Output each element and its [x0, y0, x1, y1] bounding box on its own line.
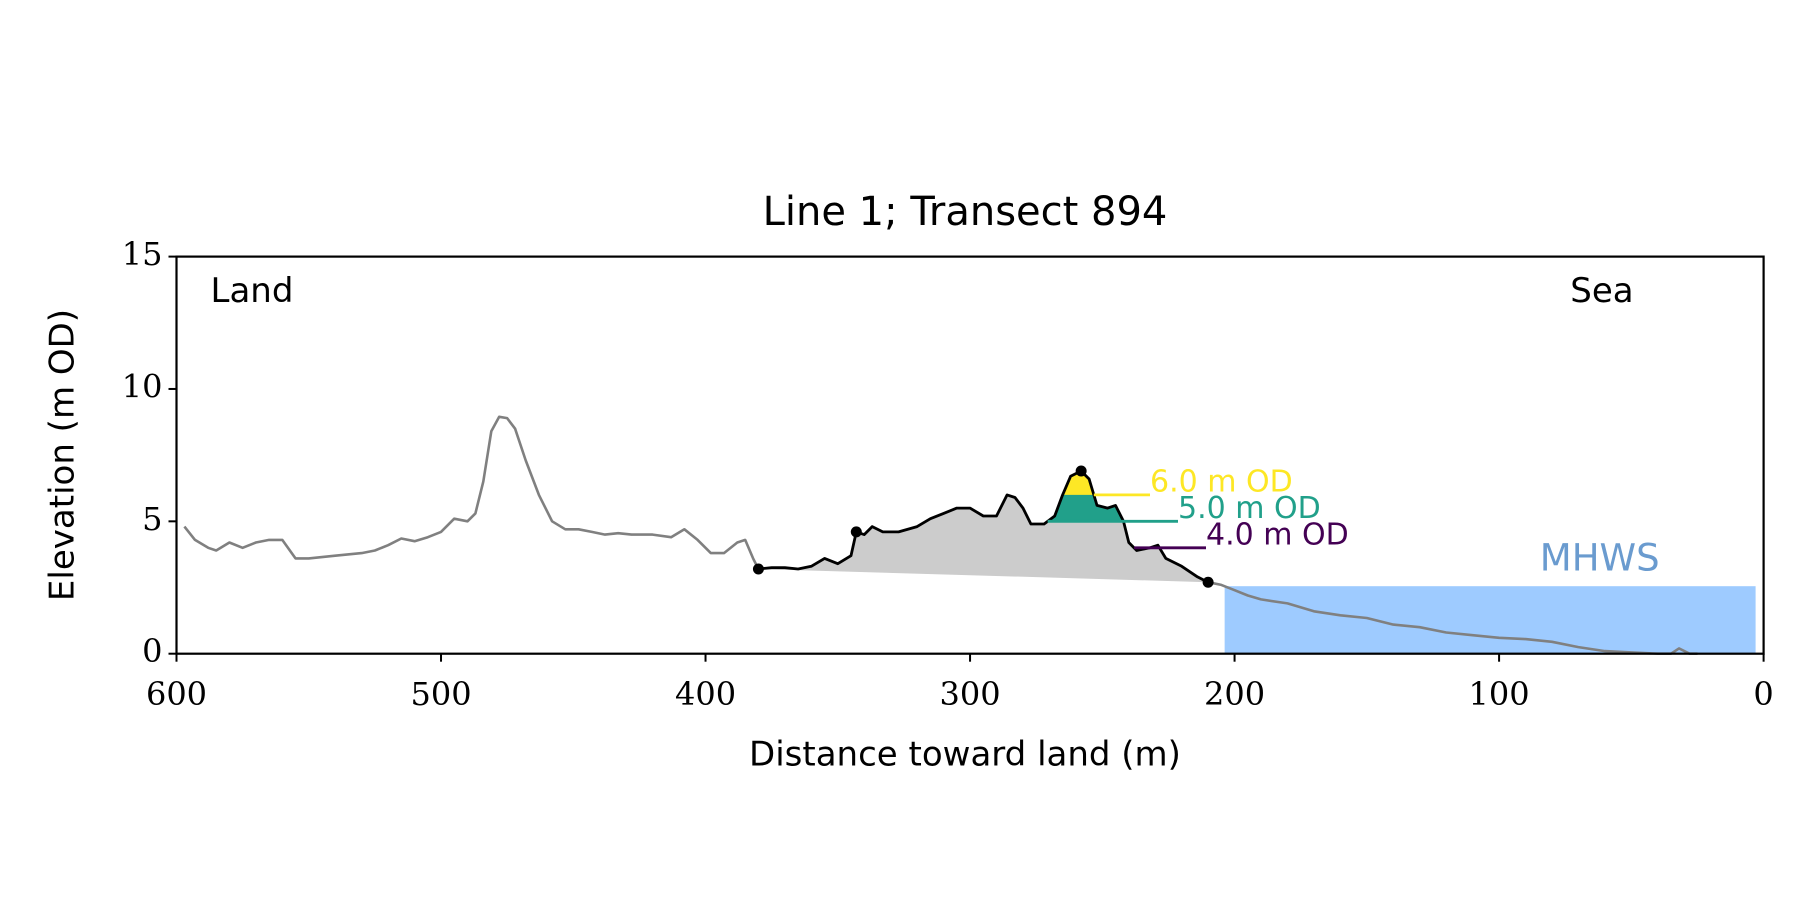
mhws-label: MHWS: [1540, 537, 1660, 580]
x-tick-label: 200: [1204, 675, 1265, 713]
mhws-water: [1224, 586, 1756, 654]
marker: [752, 563, 764, 575]
sea-label: Sea: [1570, 271, 1633, 311]
y-tick-label: 15: [122, 235, 163, 273]
marker: [850, 526, 862, 538]
dune-area: [758, 471, 1209, 583]
level-fill: [1047, 471, 1124, 522]
x-tick-label: 500: [410, 675, 471, 713]
x-tick-label: 300: [940, 675, 1001, 713]
land-label: Land: [211, 271, 294, 311]
y-tick-label: 5: [142, 500, 162, 538]
level-label: 5.0 m OD: [1178, 491, 1321, 526]
x-tick-label: 100: [1469, 675, 1530, 713]
y-tick-label: 10: [122, 367, 163, 405]
marker: [1075, 465, 1087, 477]
profile-line: [183, 415, 760, 570]
marker: [1202, 576, 1214, 588]
y-axis-label: Elevation (m OD): [43, 309, 83, 601]
level-label: 6.0 m OD: [1150, 464, 1293, 499]
x-tick-label: 600: [146, 675, 207, 713]
dune-line: [758, 469, 1209, 584]
x-axis-label: Distance toward land (m): [749, 735, 1181, 775]
y-tick-label: 0: [142, 632, 162, 670]
x-tick-label: 400: [675, 675, 736, 713]
x-tick-label: 0: [1753, 675, 1773, 713]
level-label: 4.0 m OD: [1206, 517, 1349, 552]
chart-title: Line 1; Transect 894: [763, 189, 1168, 235]
